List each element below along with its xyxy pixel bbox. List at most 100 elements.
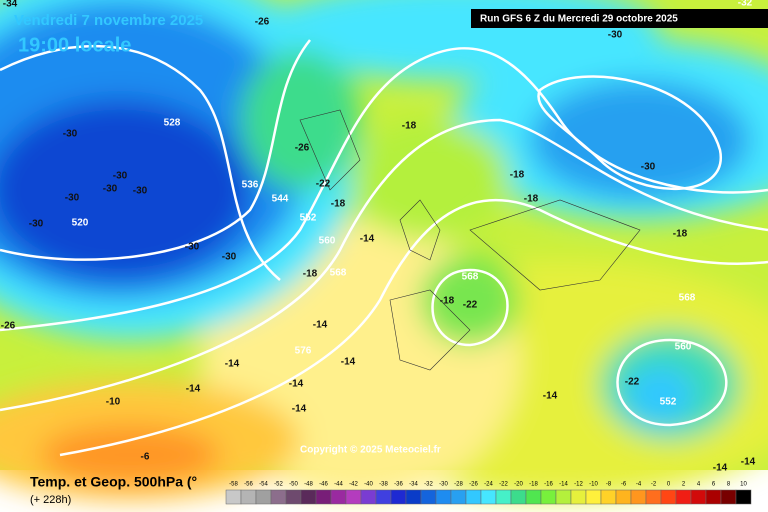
contour-lines (0, 39, 768, 457)
legend-swatch (540, 489, 557, 505)
legend-swatch (240, 489, 257, 505)
map-label: -18 (402, 121, 417, 132)
legend-swatch (360, 489, 377, 505)
map-label: 520 (72, 218, 89, 229)
legend-label: -14 (559, 482, 568, 488)
map-label: -22 (463, 300, 478, 311)
legend-label: -48 (304, 482, 313, 488)
map-label: -30 (608, 30, 623, 41)
legend-swatch (300, 489, 317, 505)
copyright: Copyright © 2025 Meteociel.fr (300, 445, 441, 456)
legend-label: -56 (244, 482, 253, 488)
legend-swatch (615, 489, 632, 505)
map-label: -22 (625, 377, 640, 388)
map-label: -14 (289, 379, 304, 390)
legend-swatch (225, 489, 242, 505)
legend-swatch (330, 489, 347, 505)
map-label: 568 (330, 268, 347, 279)
map-label: -18 (440, 296, 455, 307)
map-label: 568 (462, 272, 479, 283)
legend-label: -50 (289, 482, 298, 488)
legend-label: -28 (454, 482, 463, 488)
legend-label: -24 (484, 482, 493, 488)
coastlines (299, 109, 641, 371)
legend-label: -6 (621, 482, 627, 488)
color-legend: -58 -56 -54 -52 -50 -48 -46 -44 -42 -40 -38 -36 -34-… (225, 482, 752, 505)
legend-label: 8 (727, 482, 731, 488)
legend-swatch (600, 489, 617, 505)
map-label: -18 (331, 199, 346, 210)
legend-label: -2 (651, 482, 657, 488)
legend-label: 10 (740, 482, 747, 488)
legend-label: -34 (409, 482, 418, 488)
map-label: -18 (510, 170, 525, 181)
map-label: -22 (316, 179, 331, 190)
legend-swatch (405, 489, 422, 505)
legend-swatch (720, 489, 737, 505)
map-label: 552 (660, 397, 677, 408)
legend-swatch (255, 489, 272, 505)
footer-lead: (+ 228h) (30, 494, 71, 506)
map-label: -14 (360, 234, 375, 245)
map-label: -30 (113, 171, 128, 182)
map-label: -26 (295, 143, 310, 154)
map-label: 560 (675, 342, 692, 353)
map-label: -18 (524, 194, 539, 205)
map-label: -30 (65, 193, 80, 204)
legend-label: 0 (667, 482, 671, 488)
legend-swatch (675, 489, 692, 505)
legend-swatch (420, 489, 437, 505)
map-label: -30 (641, 162, 656, 173)
legend-label: 4 (697, 482, 701, 488)
legend-swatch (285, 489, 302, 505)
footer-title: Temp. et Geop. 500hPa (° (30, 474, 197, 490)
legend-swatch (645, 489, 662, 505)
map-label: -18 (303, 269, 318, 280)
legend-swatch (480, 489, 497, 505)
legend-label: -44 (334, 482, 343, 488)
map-time: 19:00 locale (18, 34, 131, 56)
map-label: 552 (300, 213, 317, 224)
legend-label: -36 (394, 482, 403, 488)
map-label: -30 (29, 219, 44, 230)
map-label: -14 (341, 357, 356, 368)
legend-label: -32 (424, 482, 433, 488)
map-label: -18 (673, 229, 688, 240)
map-label: -14 (292, 404, 307, 415)
legend-label: -8 (606, 482, 612, 488)
legend-label: -20 (514, 482, 523, 488)
legend-swatch (585, 489, 602, 505)
legend-swatch (345, 489, 362, 505)
map-label: -30 (185, 242, 200, 253)
legend-swatch (495, 489, 512, 505)
map-label: -34 (3, 0, 18, 10)
map-label: -30 (63, 129, 78, 140)
legend-label: -12 (574, 482, 583, 488)
map-label: -14 (741, 457, 756, 468)
legend-label: -40 (364, 482, 373, 488)
legend-label: -18 (529, 482, 538, 488)
map-date: Vendredi 7 novembre 2025 (14, 12, 203, 29)
legend-label: -54 (259, 482, 268, 488)
map-label: -26 (1, 321, 16, 332)
legend-swatch (270, 489, 287, 505)
legend-swatch (630, 489, 647, 505)
run-banner (471, 9, 768, 28)
map-label: -30 (133, 186, 148, 197)
legend-label: 2 (682, 482, 686, 488)
legend-swatch (705, 489, 722, 505)
legend-label: -38 (379, 482, 388, 488)
map-label: -10 (106, 397, 121, 408)
legend-swatch (660, 489, 677, 505)
legend-swatch (465, 489, 482, 505)
legend-label: -16 (544, 482, 553, 488)
legend-swatch (390, 489, 407, 505)
legend-label: -58 (229, 482, 238, 488)
legend-label: -52 (274, 482, 283, 488)
map-label: -14 (313, 320, 328, 331)
map-label: 560 (319, 236, 336, 247)
legend-label: -22 (499, 482, 508, 488)
legend-swatch (375, 489, 392, 505)
legend-swatch (315, 489, 332, 505)
